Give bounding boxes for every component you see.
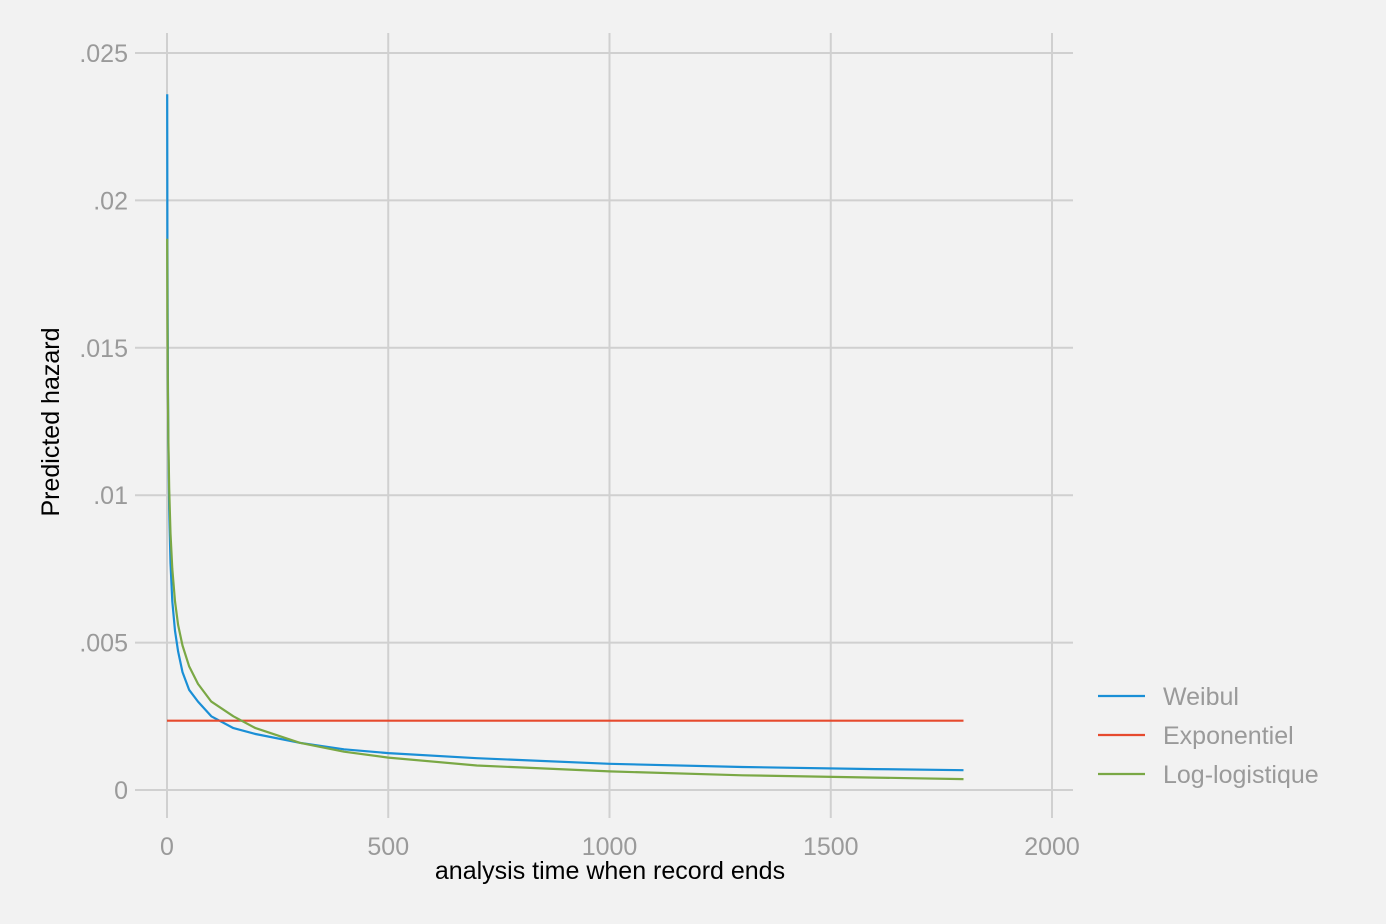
y-tick-label: .015: [79, 335, 128, 363]
y-tick-labels: 0 .005 .01 .015 .02 .025: [79, 40, 128, 805]
x-gridlines: [166, 33, 1053, 818]
series-lines: [166, 94, 964, 781]
legend-label-log-logistique: Log-logistique: [1163, 761, 1319, 789]
x-tick-label: 2000: [1024, 833, 1080, 861]
y-tick-label: 0: [114, 777, 128, 805]
legend: Weibul Exponentiel Log-logistique: [1098, 683, 1319, 789]
y-axis-title: Predicted hazard: [37, 327, 65, 516]
legend-label-weibul: Weibul: [1163, 683, 1239, 711]
series-line-weibul: [166, 94, 964, 772]
y-tick-label: .02: [93, 187, 128, 215]
x-tick-label: 500: [367, 833, 409, 861]
x-axis-title: analysis time when record ends: [435, 857, 785, 885]
y-tick-label: .01: [93, 482, 128, 510]
x-tick-label: 1000: [582, 833, 638, 861]
series-line-log-logistique: [166, 238, 964, 781]
y-tick-label: .005: [79, 630, 128, 658]
y-tick-label: .025: [79, 40, 128, 68]
x-tick-labels: 0 500 1000 1500 2000: [160, 833, 1080, 861]
y-gridlines: [135, 52, 1073, 791]
legend-label-exponentiel: Exponentiel: [1163, 722, 1294, 750]
x-tick-label: 1500: [803, 833, 859, 861]
x-tick-label: 0: [160, 833, 174, 861]
